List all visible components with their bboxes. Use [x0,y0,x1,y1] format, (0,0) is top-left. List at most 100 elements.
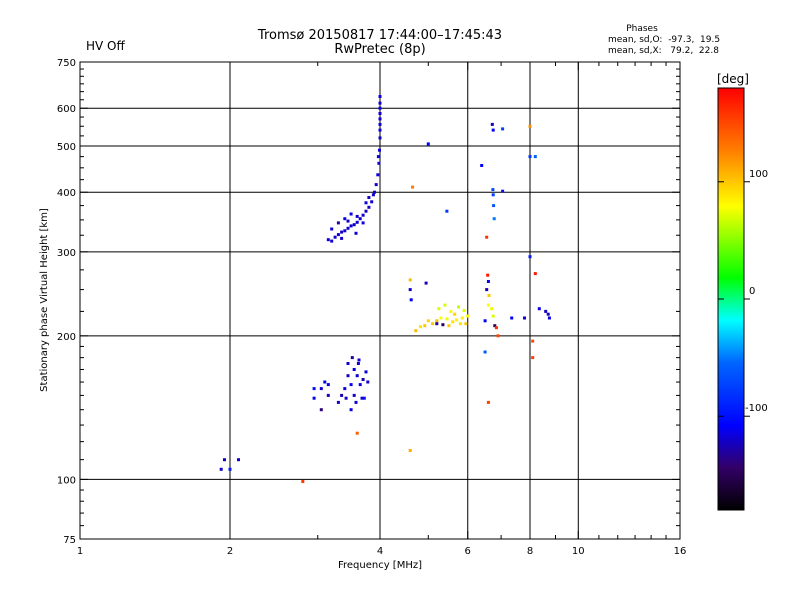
echo-point [486,400,490,404]
chart-title: Tromsø 20150817 17:44:00–17:45:43 [257,28,502,43]
x-axis-ticks: 1 2 4 6 8 10 16 [77,62,686,557]
echo-point [458,322,462,326]
echo-point [336,233,340,237]
echo-point [326,393,330,397]
echo-point [355,431,359,435]
echo-point [531,356,535,360]
echo-point [492,217,496,221]
colorbar-tick-label--100: -100 [745,403,768,414]
echo-point [349,408,353,412]
echo-point [376,155,380,159]
echo-point [319,408,323,412]
echo-point [378,112,382,115]
echo-point [361,378,365,381]
echo-point [378,136,382,140]
echo-point [357,358,361,362]
echo-point [483,319,487,323]
echo-point [378,128,382,132]
echo-point [528,124,532,128]
y-tick-label-100: 100 [57,475,76,486]
y-tick-label-500: 500 [57,142,76,153]
echo-point [491,193,495,197]
echo-point [533,272,537,276]
echo-point [378,148,381,152]
echo-point [312,396,316,400]
echo-point [223,458,226,462]
echo-point [531,339,535,343]
echo-point [367,205,371,209]
x-tick-label-2: 2 [227,546,233,557]
echo-point [358,383,362,387]
echo-point [443,303,447,307]
echo-point [491,188,495,192]
echo-point [528,255,532,259]
echo-point [494,326,498,330]
echo-point [355,214,359,218]
colorbar-tick-label-100: 100 [749,169,768,180]
echo-point [346,219,350,223]
x-tick-label-10: 10 [572,546,585,557]
echo-point [445,209,449,213]
echo-point [350,356,354,360]
echo-point [361,213,365,217]
echo-point [439,316,443,320]
echo-point [378,117,382,121]
echo-point [355,220,359,224]
echo-point [343,229,347,233]
echo-point [544,309,548,313]
echo-point [356,362,360,365]
echo-point [483,350,487,354]
x-tick-label-1: 1 [77,546,83,557]
y-tick-label-600: 600 [57,104,76,115]
echo-point [449,309,453,313]
echo-point [352,368,356,371]
y-tick-label-200: 200 [57,332,76,343]
echo-point [364,201,368,205]
echo-point [346,374,350,378]
echo-point [490,307,494,311]
echo-point [346,226,350,230]
echo-point [330,239,334,243]
y-tick-label-300: 300 [57,248,76,259]
echo-point [326,238,330,242]
echo-point [228,467,232,471]
echo-point [491,314,495,318]
echo-point [330,227,334,231]
status-label: HV Off [86,39,125,53]
echo-point [435,319,439,323]
echo-point [491,128,495,132]
echo-point [376,173,380,177]
echo-point [364,209,368,213]
echo-point [487,294,491,297]
echo-point [480,164,484,167]
echo-point [340,230,344,234]
echo-point [378,106,382,110]
x-tick-label-4: 4 [377,546,383,557]
echo-point [354,400,358,404]
echo-point [493,324,497,328]
echo-point [349,383,353,387]
echo-point [408,278,412,282]
echo-point [414,329,418,333]
phases-title: Phases [626,24,658,34]
echo-point [546,312,550,316]
echo-point [370,200,374,204]
echo-point [323,380,327,384]
echo-point [486,303,490,307]
echo-point [445,317,449,321]
echo-point [312,387,316,391]
echo-point [371,193,375,197]
echo-point [408,449,412,452]
echo-point [510,316,514,320]
echo-point [485,288,489,292]
echo-point [352,393,356,397]
echo-point [361,221,365,225]
echo-point [219,467,223,471]
echo-point [537,307,541,311]
echo-point [336,400,340,404]
echo-point [492,204,496,208]
echo-point [447,324,451,328]
echo-point [460,316,464,320]
echo-point [378,122,382,126]
